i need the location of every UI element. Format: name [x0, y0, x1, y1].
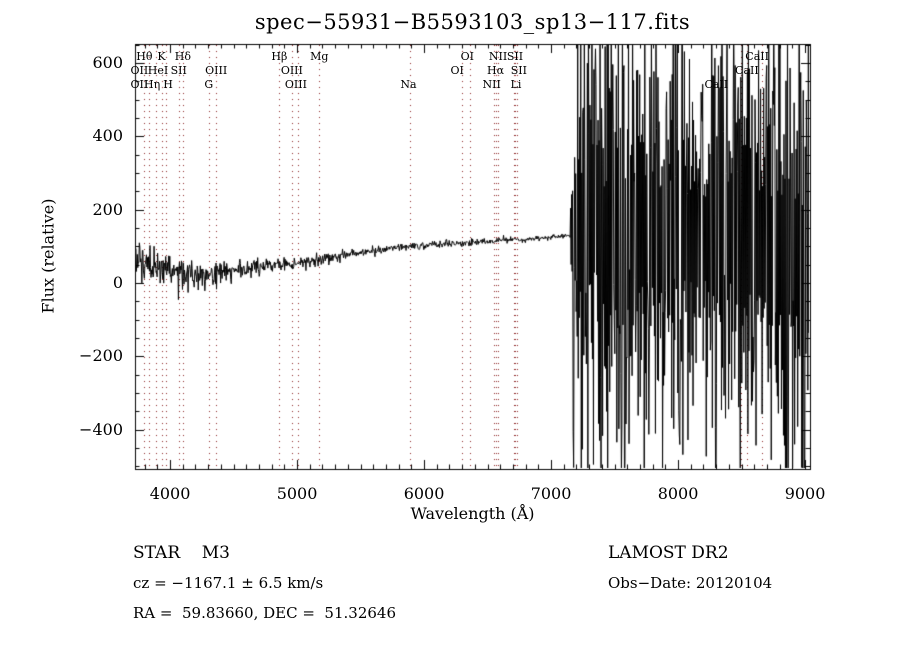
spectral-line-label: OI	[460, 50, 474, 63]
spectral-line-label: SII	[510, 64, 527, 77]
spectral-line-label: OIII	[280, 64, 303, 77]
spectral-line-label: HeI	[147, 64, 169, 77]
spectral-line-label: Hβ	[271, 50, 288, 63]
y-tick-label: −400	[79, 419, 123, 439]
spectral-line-label: OI	[450, 64, 464, 77]
x-tick-label: 4000	[149, 484, 191, 503]
plot-title: spec−55931−B5593103_sp13−117.fits	[254, 10, 691, 34]
spectral-line-label: NII	[488, 50, 508, 63]
spectral-line-label: H	[163, 78, 173, 91]
coordinates: RA = 59.83660, DEC = 51.32646	[133, 604, 397, 622]
spectral-line-label: Mg	[310, 50, 329, 63]
obs-date: Obs−Date: 20120104	[608, 574, 773, 592]
y-tick-label: 600	[92, 53, 123, 73]
y-tick-label: −200	[79, 346, 123, 366]
x-tick-label: 6000	[403, 484, 445, 503]
spectral-line-label: SII	[506, 50, 524, 63]
spectral-line-label: Hδ	[174, 50, 191, 63]
spectral-line-label: K	[157, 50, 166, 63]
spectral-line-label: Hη	[144, 78, 161, 91]
spectral-line-label: OII	[130, 64, 149, 77]
survey-label: LAMOST DR2	[608, 543, 729, 563]
y-tick-label: 200	[92, 199, 123, 219]
spectral-line-label: NII	[482, 78, 501, 91]
y-tick-label: 0	[112, 273, 123, 293]
spectral-line-label: OIII	[284, 78, 307, 91]
spectral-line-label: CaII	[735, 64, 759, 77]
spectral-line-label: Li	[510, 78, 522, 91]
spectral-line-label: CaII	[745, 50, 769, 63]
spectral-line-label: Na	[400, 78, 417, 91]
spectral-line-label: Hθ	[136, 50, 153, 63]
y-tick-label: 400	[92, 126, 123, 146]
x-tick-label: 9000	[784, 484, 826, 503]
x-tick-label: 5000	[276, 484, 318, 503]
spectral-line-label: OIII	[205, 64, 228, 77]
x-tick-label: 7000	[530, 484, 572, 503]
object-class-label: STAR M3	[133, 543, 230, 563]
x-axis-label: Wavelength (Å)	[410, 504, 535, 523]
spectral-line-label: Hα	[487, 64, 505, 77]
x-tick-label: 8000	[657, 484, 699, 503]
cz-value: cz = −1167.1 ± 6.5 km/s	[133, 574, 324, 592]
spectral-line-label: SII	[170, 64, 187, 77]
spectral-line-label: G	[204, 78, 214, 91]
spectral-line-label: CaII	[704, 78, 729, 91]
spectral-line-label: OII	[130, 78, 149, 91]
